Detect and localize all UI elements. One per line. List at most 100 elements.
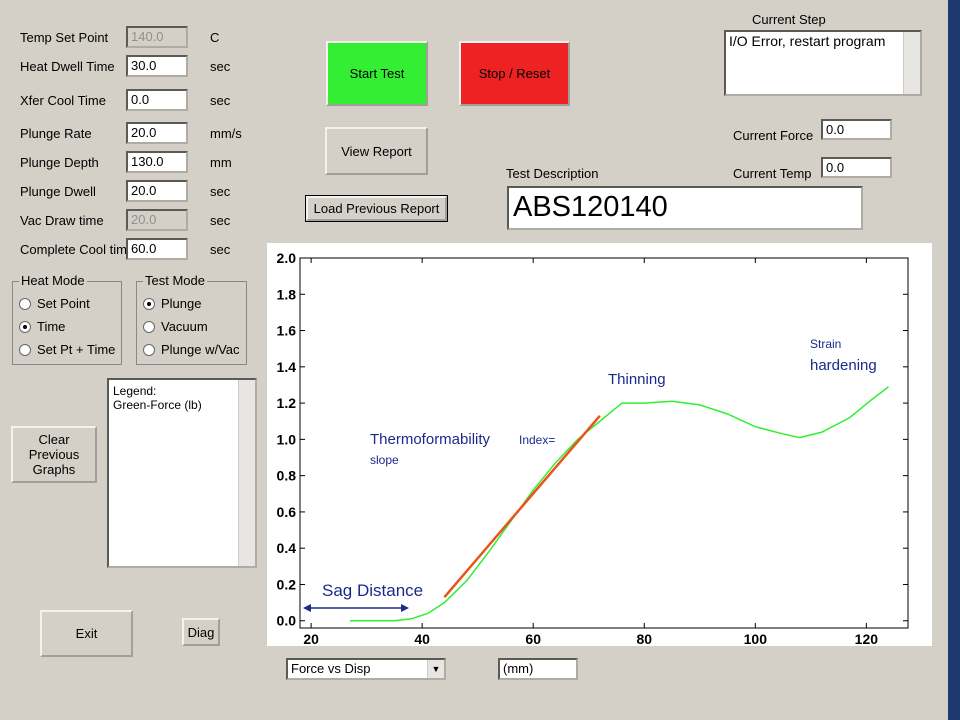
annotation: Index= (519, 433, 555, 447)
field-label: Plunge Rate (20, 126, 92, 141)
radio-button[interactable] (19, 297, 31, 310)
x-tick-label: 20 (303, 631, 319, 646)
test-description-label: Test Description (506, 166, 599, 181)
plot-frame (299, 257, 909, 629)
field-input[interactable]: 20.0 (126, 180, 188, 202)
current-temp-label: Current Temp (733, 166, 812, 181)
radio-option[interactable]: Plunge (143, 296, 201, 311)
annotation: slope (370, 453, 399, 467)
annotation: Sag Distance (322, 581, 423, 600)
annotation: Thermoformability (370, 431, 491, 448)
current-temp-field: 0.0 (821, 157, 892, 178)
y-tick-label: 1.0 (277, 431, 297, 447)
field-input[interactable]: 0.0 (126, 89, 188, 111)
current-force-label: Current Force (733, 128, 814, 143)
radio-button[interactable] (143, 297, 155, 310)
y-tick-label: 1.4 (277, 359, 297, 375)
view-report-button[interactable]: View Report (325, 127, 428, 175)
radio-button[interactable] (143, 320, 155, 333)
field-label: Complete Cool time (20, 242, 135, 257)
y-tick-label: 0.8 (277, 468, 297, 484)
chart: 0.0 0.2 0.4 0.6 0.8 1.0 1.2 1.4 1.6 1.8 2.0 20 40 60 8… (267, 243, 932, 646)
legend-line: Legend: (113, 384, 157, 398)
radio-label: Set Pt + Time (37, 342, 116, 357)
test-mode-group: Test Mode Plunge Vacuum Plunge w/Vac (136, 273, 247, 365)
group-title: Test Mode (143, 273, 207, 288)
scrollbar[interactable] (238, 380, 255, 566)
y-tick-label: 0.0 (277, 613, 297, 629)
radio-button[interactable] (19, 343, 31, 356)
group-title: Heat Mode (19, 273, 87, 288)
graph-select[interactable]: Force vs Disp ▼ (286, 658, 446, 680)
chart-background (267, 243, 932, 646)
field-unit: mm/s (210, 126, 242, 141)
field-label: Heat Dwell Time (20, 59, 115, 74)
radio-option[interactable]: Time (19, 319, 65, 334)
radio-option[interactable]: Set Pt + Time (19, 342, 115, 357)
radio-label: Plunge (161, 296, 202, 311)
radio-label: Plunge w/Vac (161, 342, 240, 357)
scrollbar[interactable] (903, 32, 920, 94)
field-unit: sec (210, 242, 231, 257)
radio-button[interactable] (19, 320, 31, 333)
stop-reset-button[interactable]: Stop / Reset (459, 41, 570, 106)
field-label: Vac Draw time (20, 213, 104, 228)
data-line (349, 386, 890, 622)
field-label: Plunge Depth (20, 155, 99, 170)
legend-box: Legend: Green-Force (lb) (107, 378, 257, 568)
graph-select-text: Force vs Disp (291, 661, 371, 676)
field-label: Plunge Dwell (20, 184, 96, 199)
x-tick-label: 100 (744, 631, 768, 646)
field-unit: sec (210, 59, 231, 74)
current-step-label: Current Step (752, 12, 826, 27)
window-edge (948, 0, 960, 720)
x-tick-label: 80 (636, 631, 652, 646)
field-unit: sec (210, 184, 231, 199)
radio-label: Time (37, 319, 66, 334)
clear-graphs-button[interactable]: Clear Previous Graphs (11, 426, 97, 483)
field-input[interactable]: 30.0 (126, 55, 188, 77)
y-tick-label: 0.4 (277, 540, 297, 556)
field-unit: mm (210, 155, 232, 170)
field-input[interactable]: 130.0 (126, 151, 188, 173)
field-unit: C (210, 30, 220, 45)
field-unit: sec (210, 213, 231, 228)
y-tick-label: 2.0 (277, 250, 297, 266)
y-tick-label: 1.6 (277, 323, 297, 339)
annotation: Thinning (608, 371, 666, 388)
y-tick-label: 0.6 (277, 504, 297, 520)
x-tick-label: 120 (855, 631, 879, 646)
x-tick-label: 60 (525, 631, 541, 646)
load-report-button[interactable]: Load Previous Report (305, 195, 448, 222)
x-tick-label: 40 (414, 631, 430, 646)
y-tick-label: 1.8 (277, 286, 297, 302)
field-input[interactable]: 60.0 (126, 238, 188, 260)
data-line (443, 414, 601, 598)
legend-line: Green-Force (lb) (113, 398, 202, 412)
annotation: Strain (810, 337, 841, 351)
radio-option[interactable]: Vacuum (143, 319, 208, 334)
exit-button[interactable]: Exit (40, 610, 133, 657)
field-label: Xfer Cool Time (20, 93, 106, 108)
radio-option[interactable]: Plunge w/Vac (143, 342, 240, 357)
test-description-field[interactable]: ABS120140 (507, 186, 863, 230)
diag-button[interactable]: Diag (182, 618, 220, 646)
units-field: (mm) (498, 658, 578, 680)
field-input[interactable]: 20.0 (126, 122, 188, 144)
dropdown-arrow[interactable]: ▼ (427, 660, 444, 678)
current-step-box: I/O Error, restart program (724, 30, 922, 96)
field-input: 20.0 (126, 209, 188, 231)
radio-option[interactable]: Set Point (19, 296, 90, 311)
radio-label: Set Point (37, 296, 90, 311)
y-tick-label: 1.2 (277, 395, 297, 411)
current-force-field: 0.0 (821, 119, 892, 140)
field-input: 140.0 (126, 26, 188, 48)
start-test-button[interactable]: Start Test (326, 41, 428, 106)
y-tick-label: 0.2 (277, 576, 297, 592)
current-step-text: I/O Error, restart program (729, 33, 886, 49)
radio-button[interactable] (143, 343, 155, 356)
field-label: Temp Set Point (20, 30, 109, 45)
heat-mode-group: Heat Mode Set Point Time Set Pt + Time (12, 273, 122, 365)
annotation: hardening (810, 357, 877, 374)
